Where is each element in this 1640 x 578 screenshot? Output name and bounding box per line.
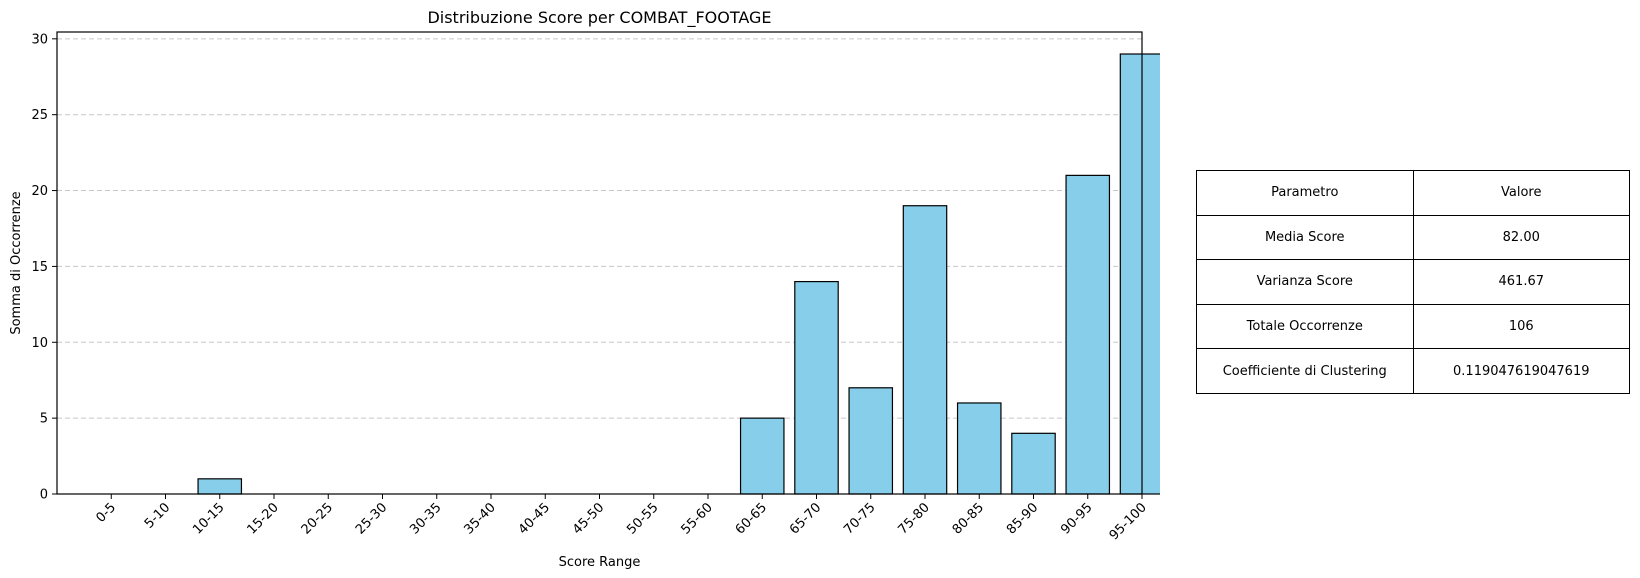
bars [197, 53, 1160, 495]
table-row: Coefficiente di Clustering 0.119047619047… [1196, 348, 1630, 394]
table-row: Totale Occorrenze 106 [1196, 303, 1630, 350]
table-row: Media Score 82.00 [1196, 214, 1630, 261]
x-tick-label: 60-65 [733, 500, 770, 537]
x-tick-label: 15-20 [245, 500, 282, 537]
x-tick-label: 85-90 [1004, 500, 1041, 537]
table-cell-value: 0.119047619047619 [1412, 348, 1630, 394]
table-cell-value: 461.67 [1412, 259, 1630, 305]
x-tick-label: 95-100 [1107, 500, 1150, 543]
x-tick-label: 50-55 [624, 500, 661, 537]
table-header-row: Parametro Valore [1196, 170, 1630, 216]
table-cell-parameter: Totale Occorrenze [1196, 303, 1414, 350]
x-tick-label: 40-45 [516, 500, 553, 537]
gridlines [57, 38, 1142, 419]
y-tick-label: 5 [40, 412, 48, 427]
table-cell-parameter: Media Score [1196, 214, 1414, 261]
bar-chart: 0 5 10 15 20 25 30 0-5 5-10 10-15 15-20 20-25 25-30… [9, 8, 1160, 570]
x-tick-label: 55-60 [679, 500, 716, 537]
x-tick-label: 70-75 [841, 500, 878, 537]
stats-table: Parametro Valore Media Score 82.00 Varianza … [1196, 170, 1630, 394]
bar-90-95 [1065, 174, 1111, 495]
bar-80-85 [956, 402, 1002, 495]
x-axis-ticks: 0-5 5-10 10-15 15-20 20-25 25-30 30-35 35-40 40-… [93, 494, 1150, 543]
y-tick-label: 15 [31, 260, 48, 275]
bar-10-15 [197, 478, 243, 495]
bar-70-75 [848, 387, 894, 495]
x-tick-label: 25-30 [353, 500, 390, 537]
x-tick-label: 75-80 [896, 500, 933, 537]
chart-title: Distribuzione Score per COMBAT_FOOTAGE [427, 8, 771, 28]
x-tick-label: 35-40 [462, 500, 499, 537]
table-cell-parameter: Coefficiente di Clustering [1196, 348, 1414, 394]
x-tick-label: 45-50 [570, 500, 607, 537]
y-axis-ticks: 0 5 10 15 20 25 30 [31, 32, 57, 503]
y-tick-label: 10 [31, 336, 48, 351]
table-row: Varianza Score 461.67 [1196, 259, 1630, 305]
x-tick-label: 90-95 [1058, 500, 1095, 537]
y-tick-label: 30 [31, 32, 48, 47]
bar-85-90 [1011, 432, 1056, 495]
table-cell-value: 82.00 [1412, 214, 1630, 261]
x-tick-label: 30-35 [407, 500, 444, 537]
x-tick-label: 80-85 [950, 500, 987, 537]
table-cell-value: 106 [1412, 303, 1630, 350]
x-tick-label: 20-25 [299, 500, 336, 537]
bar-95-100 [1119, 53, 1160, 495]
x-axis-label: Score Range [559, 555, 641, 570]
bar-60-65 [739, 417, 785, 495]
bar-75-80 [902, 205, 948, 495]
table-cell-parameter: Parametro [1196, 170, 1414, 216]
table-cell-value: Valore [1412, 170, 1630, 216]
table-cell-parameter: Varianza Score [1196, 259, 1414, 305]
x-tick-label: 5-10 [142, 500, 173, 531]
y-tick-label: 25 [31, 108, 48, 123]
bar-65-70 [794, 280, 839, 495]
x-tick-label: 10-15 [190, 500, 227, 537]
y-axis-label: Somma di Occorrenze [9, 191, 24, 334]
y-tick-label: 20 [31, 184, 48, 199]
y-tick-label: 0 [40, 488, 48, 503]
x-tick-label: 65-70 [787, 500, 824, 537]
x-tick-label: 0-5 [93, 500, 119, 526]
